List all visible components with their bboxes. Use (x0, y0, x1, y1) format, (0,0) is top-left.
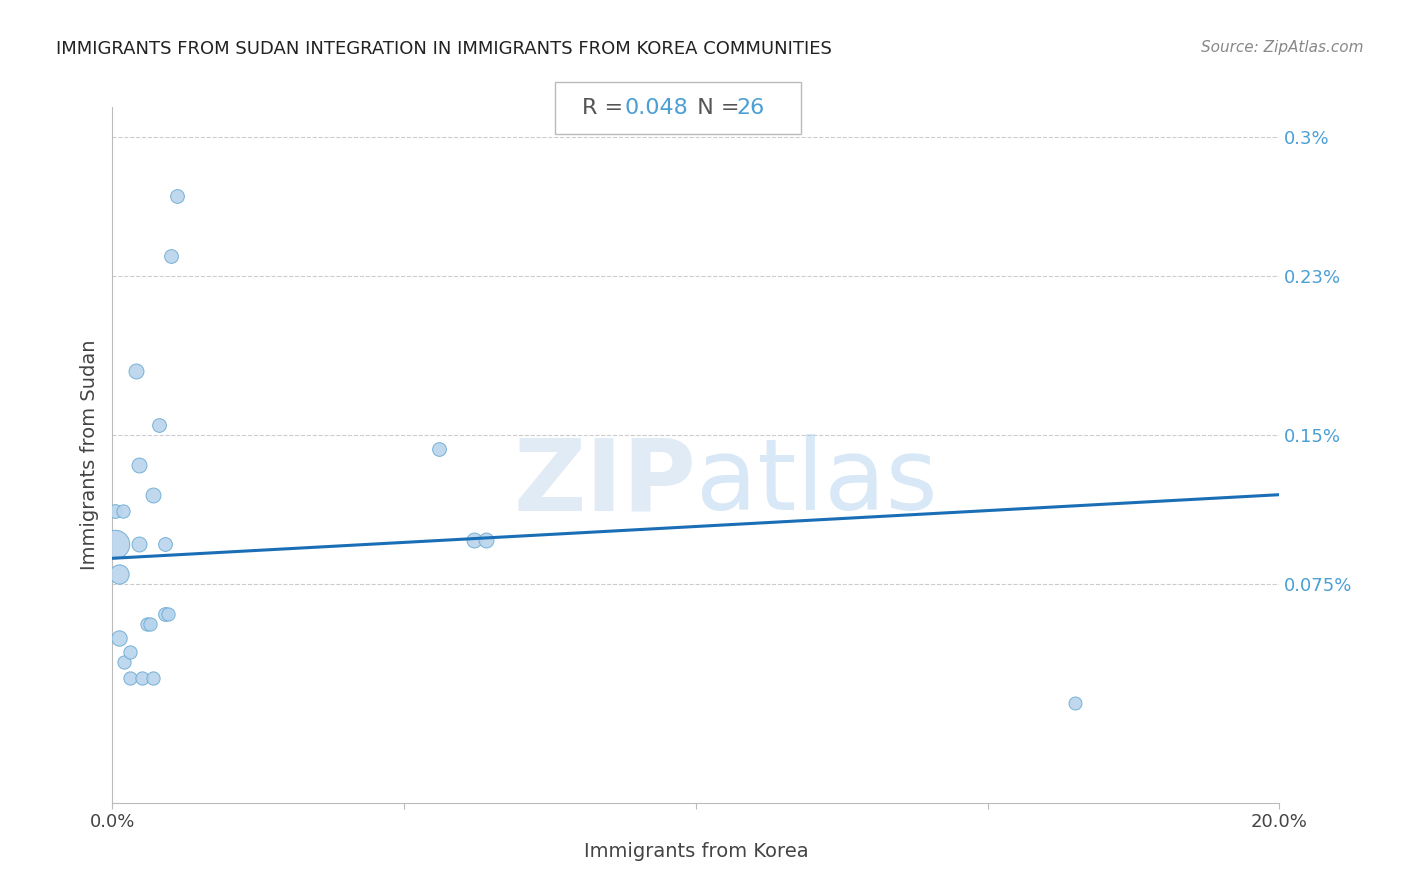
Point (112, 655, 135, 669)
Point (142, 488, 165, 502)
Text: atlas: atlas (696, 434, 938, 532)
Point (153, 537, 176, 551)
Point (128, 537, 150, 551)
X-axis label: Immigrants from Korea: Immigrants from Korea (583, 842, 808, 862)
Text: Source: ZipAtlas.com: Source: ZipAtlas.com (1201, 40, 1364, 55)
Point (166, 189, 188, 203)
Text: 0.048: 0.048 (624, 98, 688, 118)
Point (142, 671, 165, 685)
Point (160, 249, 183, 263)
Point (104, 537, 127, 551)
Point (148, 418, 170, 433)
Point (118, 671, 141, 685)
Text: IMMIGRANTS FROM SUDAN INTEGRATION IN IMMIGRANTS FROM KOREA COMMUNITIES: IMMIGRANTS FROM SUDAN INTEGRATION IN IMM… (56, 40, 832, 58)
Point (104, 503, 127, 517)
Point (463, 533, 485, 548)
Point (108, 631, 131, 645)
Point (136, 616, 159, 631)
Point (475, 533, 498, 548)
Point (1064, 697, 1087, 711)
Text: N =: N = (683, 98, 747, 118)
Point (118, 645, 141, 659)
Point (427, 442, 450, 456)
Point (111, 503, 134, 517)
Point (139, 616, 162, 631)
Point (128, 458, 150, 472)
Y-axis label: Immigrants from Sudan: Immigrants from Sudan (80, 340, 98, 570)
Point (156, 607, 179, 621)
Point (125, 364, 148, 378)
Text: 26: 26 (737, 98, 765, 118)
Text: R =: R = (582, 98, 630, 118)
Point (153, 607, 176, 621)
Point (108, 567, 131, 582)
Point (131, 671, 153, 685)
Text: ZIP: ZIP (513, 434, 696, 532)
